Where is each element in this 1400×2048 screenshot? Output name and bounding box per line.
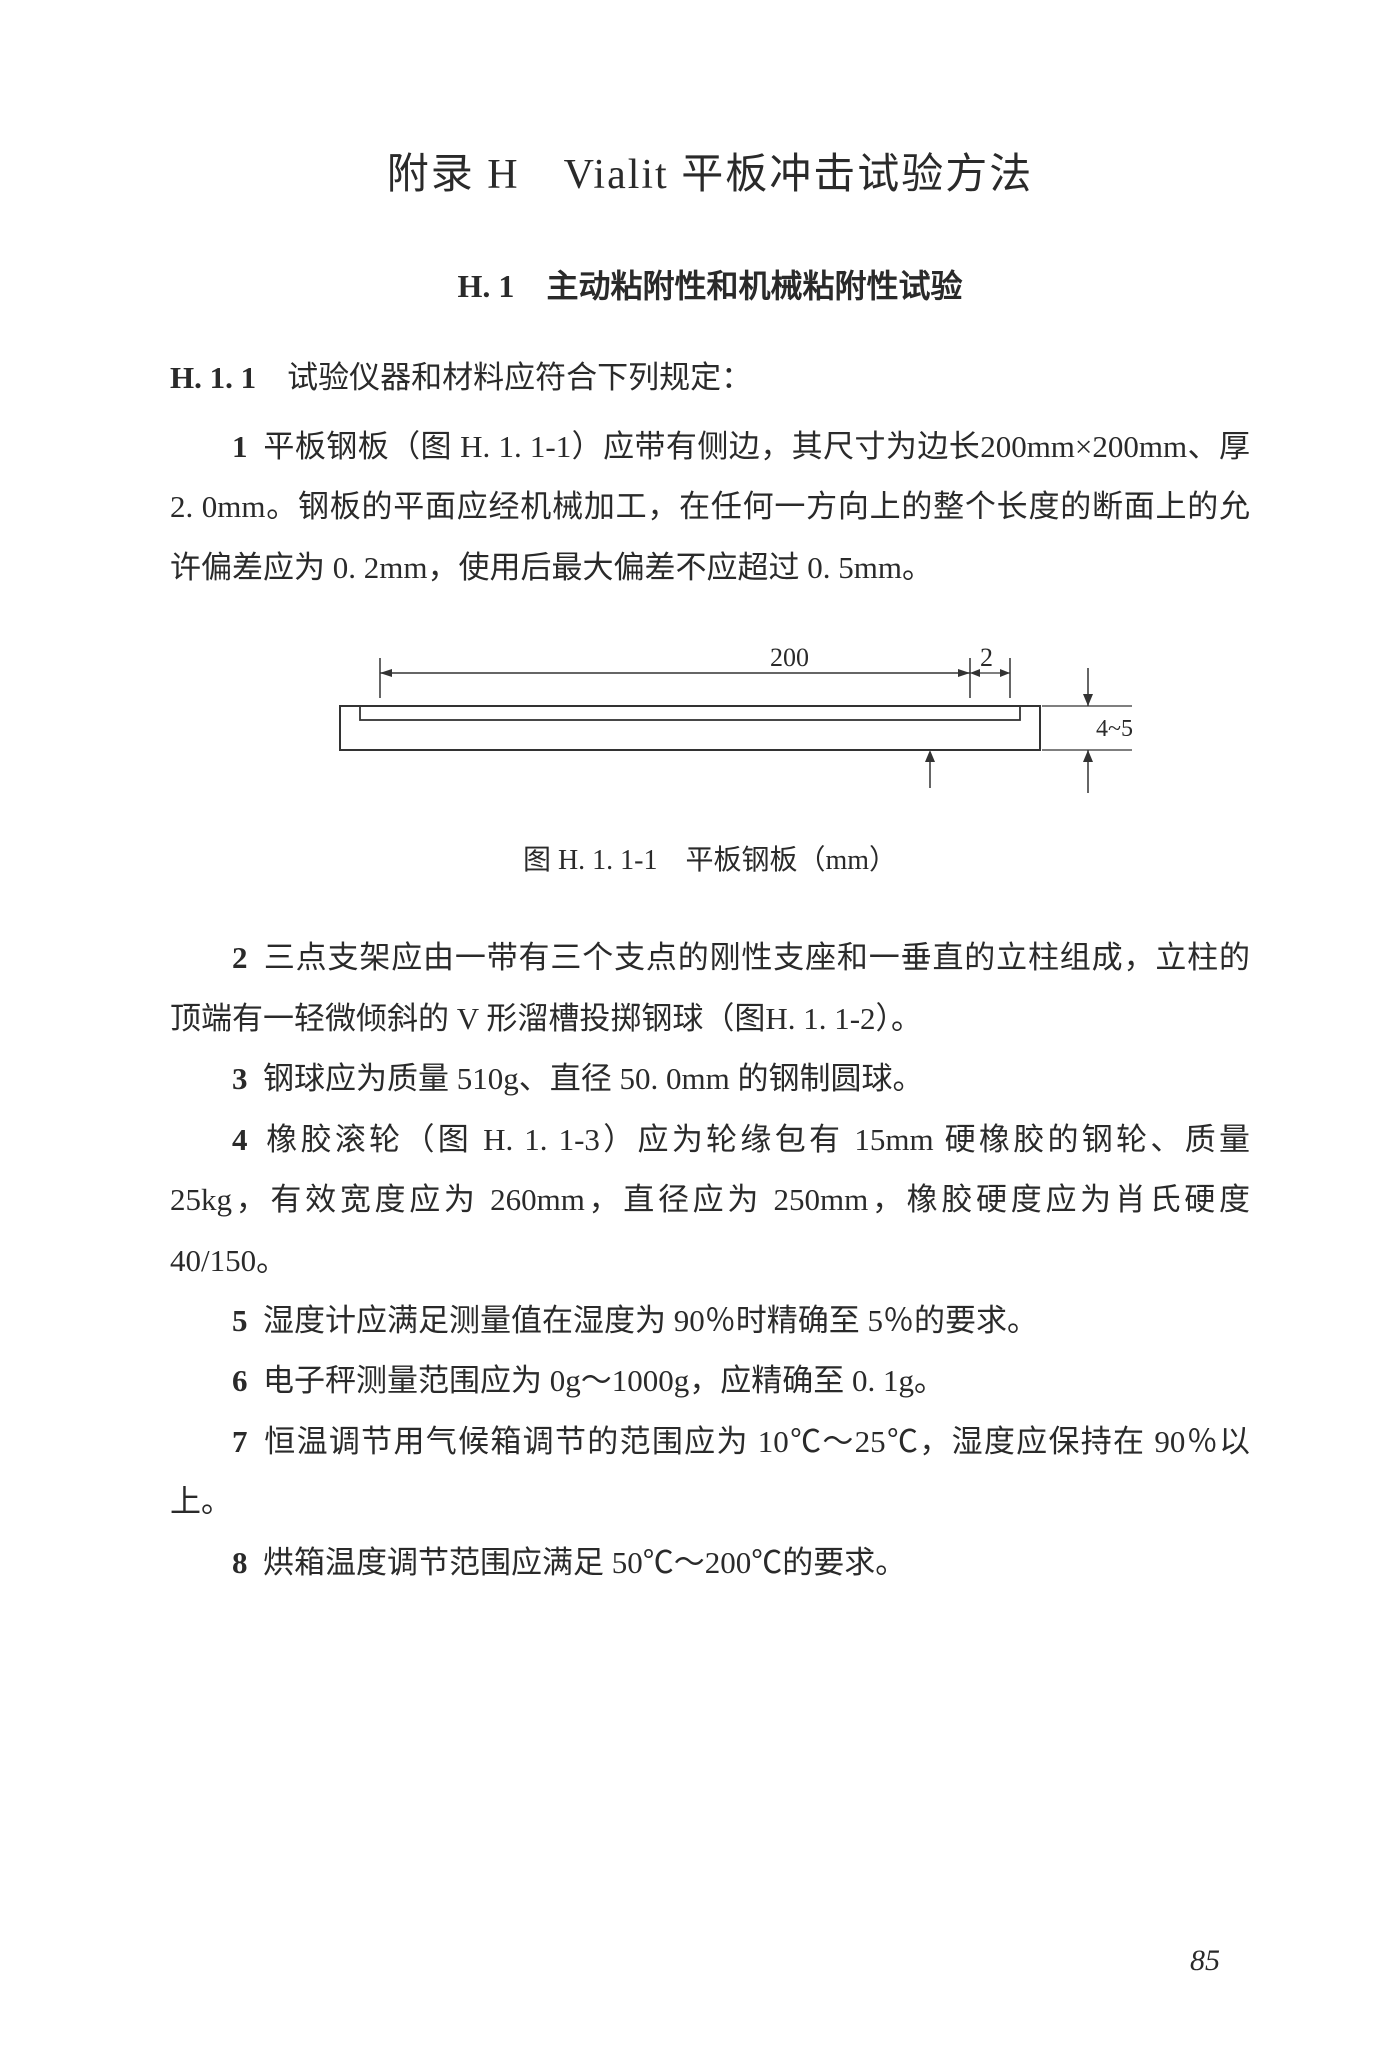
item-text: 三点支架应由一带有三个支点的刚性支座和一垂直的立柱组成，立柱的顶端有一轻微倾斜的… bbox=[170, 940, 1250, 1035]
item-5: 5 湿度计应满足测量值在湿度为 90％时精确至 5％的要求。 bbox=[170, 1291, 1250, 1351]
item-number: 6 bbox=[232, 1363, 248, 1398]
item-number: 4 bbox=[232, 1122, 248, 1157]
clause-heading: H. 1. 1 试验仪器和材料应符合下列规定： bbox=[170, 347, 1250, 409]
item-text: 恒温调节用气候箱调节的范围应为 10℃～25℃，湿度应保持在 90％以上。 bbox=[170, 1424, 1250, 1519]
item-7: 7恒温调节用气候箱调节的范围应为 10℃～25℃，湿度应保持在 90％以上。 bbox=[170, 1412, 1250, 1533]
page-number: 85 bbox=[1190, 1944, 1220, 1978]
item-number: 5 bbox=[232, 1303, 248, 1338]
item-8: 8 烘箱温度调节范围应满足 50℃～200℃的要求。 bbox=[170, 1533, 1250, 1593]
clause-number: H. 1. 1 bbox=[170, 360, 256, 395]
item-3: 3 钢球应为质量 510g、直径 50. 0mm 的钢制圆球。 bbox=[170, 1049, 1250, 1109]
figure-caption: 图 H. 1. 1-1 平板钢板（mm） bbox=[170, 838, 1250, 878]
item-2: 2三点支架应由一带有三个支点的刚性支座和一垂直的立柱组成，立柱的顶端有一轻微倾斜… bbox=[170, 928, 1250, 1049]
item-4: 4橡胶滚轮（图 H. 1. 1-3）应为轮缘包有 15mm 硬橡胶的钢轮、质量 … bbox=[170, 1110, 1250, 1291]
section-number: H. 1 bbox=[458, 268, 515, 304]
item-number: 2 bbox=[232, 940, 248, 975]
clause-lead: 试验仪器和材料应符合下列规定： bbox=[287, 360, 752, 395]
dim-4-5-label: 4~5 bbox=[1096, 716, 1133, 742]
item-text: 橡胶滚轮（图 H. 1. 1-3）应为轮缘包有 15mm 硬橡胶的钢轮、质量 2… bbox=[170, 1122, 1250, 1278]
steel-plate-diagram: 200 2 4~5 bbox=[270, 638, 1150, 808]
section-title: 主动粘附性和机械粘附性试验 bbox=[546, 268, 962, 304]
item-1: 1平板钢板（图 H. 1. 1-1）应带有侧边，其尺寸为边长200mm×200m… bbox=[170, 417, 1250, 598]
figure-h-1-1-1: 200 2 4~5 bbox=[170, 638, 1250, 808]
item-number: 3 bbox=[232, 1061, 248, 1096]
appendix-title: 附录 H Vialit 平板冲击试验方法 bbox=[170, 140, 1250, 201]
item-6: 6 电子秤测量范围应为 0g～1000g，应精确至 0. 1g。 bbox=[170, 1351, 1250, 1411]
item-number: 1 bbox=[232, 429, 248, 464]
item-text: 钢球应为质量 510g、直径 50. 0mm 的钢制圆球。 bbox=[263, 1061, 923, 1096]
dim-200-label: 200 bbox=[770, 643, 809, 672]
item-text: 烘箱温度调节范围应满足 50℃～200℃的要求。 bbox=[263, 1545, 906, 1580]
item-text: 平板钢板（图 H. 1. 1-1）应带有侧边，其尺寸为边长200mm×200mm… bbox=[170, 429, 1250, 585]
item-text: 电子秤测量范围应为 0g～1000g，应精确至 0. 1g。 bbox=[263, 1363, 945, 1398]
item-number: 8 bbox=[232, 1545, 248, 1580]
item-text: 湿度计应满足测量值在湿度为 90％时精确至 5％的要求。 bbox=[263, 1303, 1038, 1338]
item-number: 7 bbox=[232, 1424, 248, 1459]
section-heading: H. 1 主动粘附性和机械粘附性试验 bbox=[170, 261, 1250, 307]
dim-2-label: 2 bbox=[980, 643, 993, 672]
